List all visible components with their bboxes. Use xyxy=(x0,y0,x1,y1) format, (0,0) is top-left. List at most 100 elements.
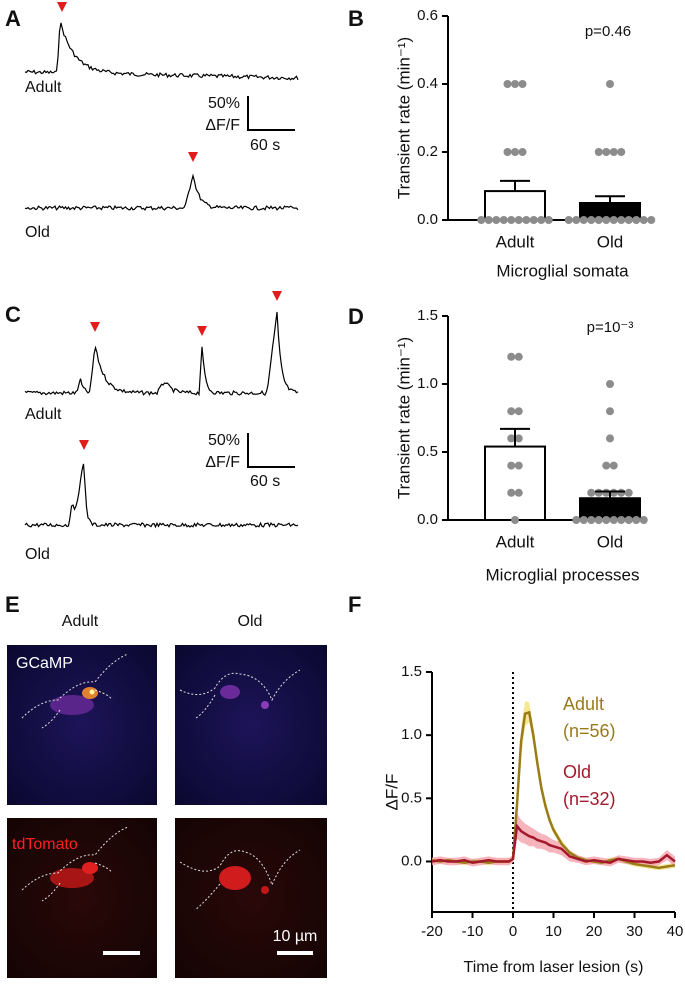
event-marker xyxy=(57,2,67,12)
data-point xyxy=(602,461,611,470)
y-axis-label: Transient rate (min⁻¹) xyxy=(394,37,413,199)
y-tick-label: 0.5 xyxy=(401,789,422,806)
line xyxy=(431,823,676,864)
data-point xyxy=(564,216,573,224)
data-point xyxy=(632,516,641,524)
event-marker xyxy=(79,440,89,450)
data-point xyxy=(572,516,581,524)
data-point xyxy=(503,80,512,88)
event-marker xyxy=(188,152,198,162)
y-tick-label: 0.0 xyxy=(401,852,422,869)
data-point xyxy=(507,488,516,497)
data-point xyxy=(511,148,519,156)
error-band xyxy=(432,813,675,867)
data-point xyxy=(632,216,641,224)
x-tick-label: 30 xyxy=(626,923,643,940)
data-point xyxy=(572,216,581,224)
data-point xyxy=(477,216,486,224)
x-tick-label: Old xyxy=(597,532,623,551)
scale-label: 50% xyxy=(208,432,240,449)
data-point xyxy=(522,216,531,224)
data-point xyxy=(624,488,633,497)
y-axis-label: ΔF/F xyxy=(382,774,401,811)
panel-letter: C xyxy=(5,302,21,327)
column-label: Old xyxy=(238,613,263,630)
panel-letter: E xyxy=(5,592,20,617)
trace xyxy=(24,311,299,397)
data-point xyxy=(602,148,611,156)
data-point xyxy=(587,216,596,224)
data-point xyxy=(579,516,588,524)
x-tick-label: 40 xyxy=(667,923,684,940)
bar xyxy=(484,190,546,222)
trace-label: Adult xyxy=(25,79,62,96)
data-point xyxy=(647,216,656,224)
y-tick-label: 0.2 xyxy=(417,143,438,160)
data-point xyxy=(511,80,519,88)
y-tick-label: 0.4 xyxy=(417,75,438,92)
data-point xyxy=(602,516,611,524)
error-bar xyxy=(595,195,625,203)
y-tick-label: 0.0 xyxy=(417,511,438,528)
data-point xyxy=(484,216,493,224)
scale-label: ΔF/F xyxy=(205,117,240,134)
scale-label: 50% xyxy=(208,95,240,112)
channel-label: tdTomato xyxy=(12,836,78,853)
data-point xyxy=(514,407,523,416)
event-marker xyxy=(90,322,100,332)
data-point xyxy=(594,148,603,156)
data-point xyxy=(617,488,626,497)
data-point xyxy=(606,407,614,416)
data-point xyxy=(507,352,516,361)
annotation: p=0.46 xyxy=(585,23,631,40)
data-point xyxy=(587,488,596,497)
data-point xyxy=(503,148,512,156)
data-point xyxy=(507,434,516,443)
data-point xyxy=(606,80,614,88)
image xyxy=(175,645,327,805)
trace xyxy=(24,22,299,81)
data-point xyxy=(606,434,614,443)
data-point xyxy=(514,461,523,470)
data-point xyxy=(617,516,626,524)
data-point xyxy=(609,516,618,524)
data-point xyxy=(639,216,648,224)
event-marker xyxy=(272,291,282,301)
data-point xyxy=(518,80,527,88)
data-point xyxy=(518,148,527,156)
data-point xyxy=(514,352,523,361)
y-tick-label: 0.6 xyxy=(417,7,438,24)
y-tick-label: 1.5 xyxy=(401,663,422,680)
data-point xyxy=(617,216,626,224)
scale-label: 10 µm xyxy=(273,928,318,945)
data-point xyxy=(514,434,523,443)
data-point xyxy=(624,516,633,524)
y-axis-label: Transient rate (min⁻¹) xyxy=(394,337,413,499)
data-point xyxy=(594,216,603,224)
error-bar xyxy=(500,427,530,447)
cell-tdtomato xyxy=(21,826,301,911)
column-label: Adult xyxy=(62,613,99,630)
data-point xyxy=(499,216,508,224)
data-point xyxy=(514,216,523,224)
annotation: p=10⁻³ xyxy=(587,319,634,336)
data-point xyxy=(587,516,596,524)
x-axis-label: Time from laser lesion (s) xyxy=(464,959,644,976)
data-point xyxy=(507,407,516,416)
data-point xyxy=(511,516,519,524)
data-point xyxy=(602,216,611,224)
x-tick-label: -10 xyxy=(462,923,484,940)
data-point xyxy=(579,216,588,224)
x-axis-label: Microglial somata xyxy=(496,261,629,280)
data-point xyxy=(624,216,633,224)
x-tick-label: 20 xyxy=(586,923,603,940)
y-tick-label: 1.0 xyxy=(401,726,422,743)
x-tick-label: Adult xyxy=(496,232,535,251)
data-point xyxy=(617,148,626,156)
data-point xyxy=(544,216,553,224)
bar xyxy=(484,445,546,521)
data-point xyxy=(609,461,618,470)
trace-label: Old xyxy=(25,546,50,563)
trace xyxy=(24,463,299,529)
